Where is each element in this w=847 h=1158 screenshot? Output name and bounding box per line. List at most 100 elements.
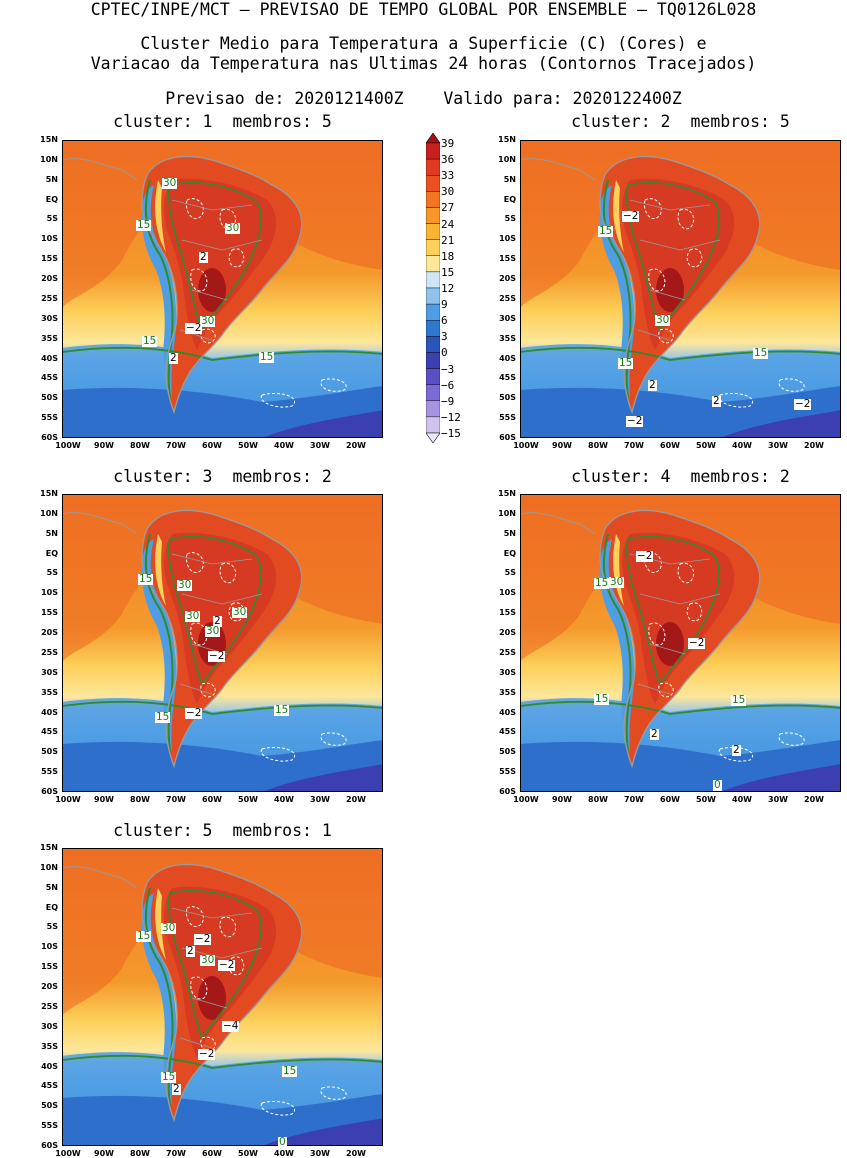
lat-tick-label: 50S bbox=[499, 393, 516, 403]
map-panel-cluster-1: 15N 10N 5N EQ 5S 10S 15S 20S 25S 30S 35S 40S 45S 50S 5… bbox=[40, 136, 383, 450]
colorbar-label: −15 bbox=[441, 427, 461, 440]
lat-tick-label: 45S bbox=[41, 1081, 58, 1091]
temperature-contour-label: 15 bbox=[598, 225, 614, 237]
map-panel-cluster-5: 15N 10N 5N EQ 5S 10S 15S 20S 25S 30S 35S 40S 45S 50S 5… bbox=[40, 844, 383, 1158]
contour-30-interior bbox=[625, 535, 720, 686]
panel-3-title: cluster: 3 membros: 2 bbox=[113, 467, 332, 486]
variation-contour-label: 2 bbox=[650, 728, 659, 740]
hot-spot bbox=[656, 268, 684, 312]
variation-contour bbox=[200, 682, 216, 698]
variation-contour-label: −2 bbox=[185, 707, 203, 719]
coldest-ocean-band bbox=[262, 1118, 383, 1146]
lat-tick-label: EQ bbox=[503, 194, 516, 204]
header-description: Cluster Medio para Temperatura a Superfi… bbox=[0, 34, 847, 74]
colder-ocean-band bbox=[62, 386, 383, 438]
contour-15-andes bbox=[602, 533, 632, 753]
temperature-map bbox=[62, 494, 383, 792]
lon-tick-label: 80W bbox=[588, 441, 608, 450]
temperature-contour-label: 15 bbox=[282, 1065, 298, 1077]
temperature-contour-label: 15 bbox=[138, 573, 154, 585]
lat-tick-label: 15N bbox=[40, 843, 58, 852]
lon-tick-label: 90W bbox=[94, 1149, 114, 1158]
variation-contour-label: 2 bbox=[186, 945, 195, 957]
colorbar-swatch bbox=[426, 223, 440, 240]
lon-tick-label: 80W bbox=[130, 441, 150, 450]
colorbar-swatch bbox=[426, 368, 440, 385]
lat-tick-label: 35S bbox=[499, 687, 516, 697]
variation-contour bbox=[260, 1100, 295, 1116]
temperature-contour-label: 30 bbox=[200, 954, 216, 966]
lon-tick-label: 30W bbox=[310, 795, 330, 804]
variation-contour-label: 2 bbox=[199, 251, 208, 263]
colder-ocean-band bbox=[62, 1094, 383, 1146]
lon-tick-label: 70W bbox=[624, 795, 644, 804]
variation-contour-label: −2 bbox=[194, 933, 212, 945]
lat-tick-label: 40S bbox=[499, 353, 516, 363]
lat-tick-label: EQ bbox=[45, 902, 58, 912]
variation-contour bbox=[219, 562, 237, 584]
lon-tick-label: 50W bbox=[238, 441, 258, 450]
header-line-2: Cluster Medio para Temperatura a Superfi… bbox=[140, 34, 707, 53]
lat-tick-label: 30S bbox=[41, 313, 58, 323]
lat-tick-label: 45S bbox=[499, 373, 516, 383]
variation-contour bbox=[190, 268, 208, 292]
lat-tick-label: 45S bbox=[41, 373, 58, 383]
lat-tick-label: 5S bbox=[46, 214, 58, 224]
variation-contour bbox=[778, 732, 805, 746]
lon-tick-label: 90W bbox=[552, 441, 572, 450]
lat-tick-label: 10N bbox=[40, 862, 58, 872]
variation-contour-label: 2 bbox=[732, 744, 741, 756]
variation-contour-label: −2 bbox=[218, 959, 236, 971]
lat-tick-label: 35S bbox=[499, 333, 516, 343]
colorbar-label: 0 bbox=[441, 346, 448, 360]
lat-tick-label: 50S bbox=[41, 747, 58, 757]
central-america-coast bbox=[62, 866, 138, 889]
lat-tick-label: 30S bbox=[41, 667, 58, 677]
central-america-coast bbox=[62, 158, 138, 181]
variation-contour bbox=[686, 602, 703, 622]
temperature-contour-label: 15 bbox=[161, 1071, 177, 1083]
colorbar-label: −6 bbox=[441, 378, 455, 392]
lon-tick-label: 90W bbox=[552, 795, 572, 804]
colorbar-label: 27 bbox=[441, 201, 455, 215]
country-borders bbox=[171, 199, 263, 341]
colorbar-swatch bbox=[426, 207, 440, 224]
temperature-contour-label: 30 bbox=[232, 606, 248, 618]
lat-tick-label: 30S bbox=[499, 313, 516, 323]
variation-contour-label: 2 bbox=[648, 379, 657, 391]
lat-tick-label: 40S bbox=[499, 707, 516, 717]
lon-tick-label: 30W bbox=[310, 441, 330, 450]
lat-tick-label: 20S bbox=[499, 628, 516, 638]
lon-tick-label: 20W bbox=[346, 795, 366, 804]
temperature-contour-label: 30 bbox=[655, 314, 671, 326]
temperature-contour-label: 0 bbox=[713, 779, 722, 791]
country-borders bbox=[629, 199, 721, 341]
variation-contour-label: −2 bbox=[636, 550, 654, 562]
lon-tick-label: 50W bbox=[696, 795, 716, 804]
temperature-contour-label: 30 bbox=[177, 579, 193, 591]
temperature-contour-label: 15 bbox=[136, 219, 152, 231]
temperature-contour-label: 15 bbox=[274, 704, 290, 716]
map-panel-cluster-3: 15N 10N 5N EQ 5S 10S 15S 20S 25S 30S 35S 40S 45S 50S 5… bbox=[40, 490, 383, 804]
panel-4-title: cluster: 4 membros: 2 bbox=[571, 467, 790, 486]
lat-tick-label: 40S bbox=[41, 353, 58, 363]
variation-contour bbox=[648, 268, 666, 292]
colorbar-label: −3 bbox=[441, 362, 455, 376]
lat-tick-label: 15N bbox=[40, 135, 58, 144]
variation-contour bbox=[219, 916, 237, 938]
temperature-contour-label: 15 bbox=[259, 351, 275, 363]
lat-tick-label: 20S bbox=[41, 628, 58, 638]
contour-15-andes bbox=[144, 887, 174, 1107]
variation-contour-label: 2 bbox=[169, 352, 178, 364]
lat-tick-label: 5N bbox=[503, 174, 516, 184]
lon-tick-label: 40W bbox=[274, 795, 294, 804]
lat-tick-label: 30S bbox=[499, 667, 516, 677]
colorbar-label: 6 bbox=[441, 314, 448, 328]
lon-tick-label: 90W bbox=[94, 795, 114, 804]
temperature-map bbox=[62, 848, 383, 1146]
lon-tick-label: 50W bbox=[238, 1149, 258, 1158]
lat-tick-label: 50S bbox=[499, 747, 516, 757]
colorbar-label: 9 bbox=[441, 298, 448, 312]
lon-tick-label: 100W bbox=[513, 795, 539, 804]
warm-interior bbox=[164, 886, 277, 1058]
